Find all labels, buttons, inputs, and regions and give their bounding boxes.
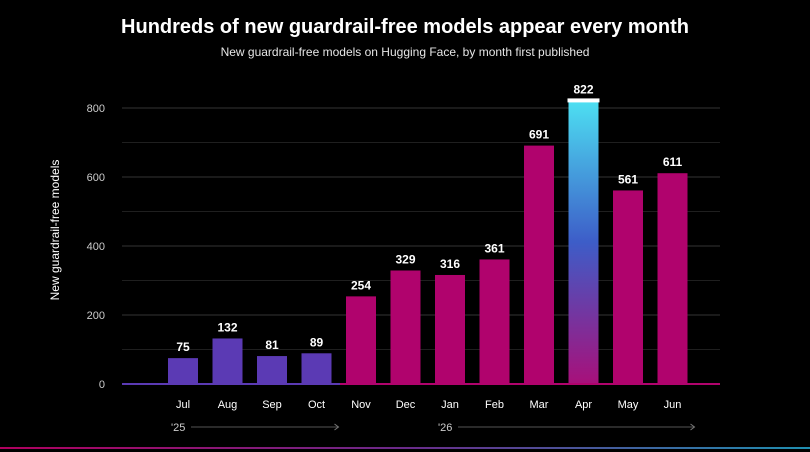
bar-apr — [568, 100, 599, 384]
x-tick-label: Sep — [262, 399, 282, 411]
bar-dec — [390, 270, 421, 384]
year-span-arrow — [334, 423, 340, 431]
x-tick-label: Jun — [664, 399, 682, 411]
y-tick-label: 0 — [99, 379, 105, 391]
data-label-may: 561 — [618, 172, 638, 186]
x-tick-label: Nov — [351, 399, 371, 411]
chart-title: Hundreds of new guardrail-free models ap… — [121, 16, 689, 38]
data-label-jun: 611 — [663, 155, 683, 169]
data-label-mar: 691 — [529, 128, 549, 142]
y-tick-label: 200 — [87, 310, 105, 322]
x-tick-label: Aug — [218, 399, 238, 411]
x-tick-label: Mar — [530, 399, 549, 411]
data-label-jan: 316 — [440, 257, 460, 271]
footer-divider — [0, 447, 810, 449]
data-label-jul: 75 — [176, 340, 190, 354]
bar-oct — [301, 353, 332, 384]
y-tick-label: 400 — [87, 241, 105, 253]
bar-jun — [657, 173, 688, 384]
bar-jul — [168, 358, 198, 384]
y-tick-label: 600 — [87, 172, 105, 184]
chart-subtitle: New guardrail-free models on Hugging Fac… — [220, 45, 590, 59]
data-label-aug: 132 — [217, 320, 237, 334]
bar-mar — [524, 145, 554, 384]
data-label-nov: 254 — [351, 278, 371, 292]
year-label: '26 — [438, 422, 452, 434]
data-label-dec: 329 — [395, 252, 415, 266]
x-tick-label: May — [618, 399, 639, 411]
year-span-arrow — [690, 423, 696, 431]
bar-may — [613, 190, 643, 384]
bar-feb — [479, 259, 510, 384]
x-tick-label: Dec — [396, 399, 416, 411]
bar-nov — [346, 296, 376, 384]
y-tick-label: 800 — [87, 103, 105, 115]
bar-aug — [212, 338, 243, 384]
data-label-sep: 81 — [265, 338, 279, 352]
bar-sep — [257, 356, 287, 384]
data-label-feb: 361 — [484, 241, 504, 255]
bar-highlight-cap — [567, 98, 600, 103]
year-label: '25 — [171, 422, 185, 434]
data-label-oct: 89 — [310, 335, 324, 349]
x-tick-label: Oct — [308, 399, 325, 411]
x-tick-label: Apr — [575, 399, 592, 411]
data-label-apr: 822 — [573, 82, 593, 96]
bar-jan — [435, 274, 465, 384]
x-tick-label: Jan — [441, 399, 459, 411]
x-tick-label: Feb — [485, 399, 504, 411]
x-tick-label: Jul — [176, 399, 190, 411]
y-axis-label: New guardrail-free models — [48, 160, 62, 301]
